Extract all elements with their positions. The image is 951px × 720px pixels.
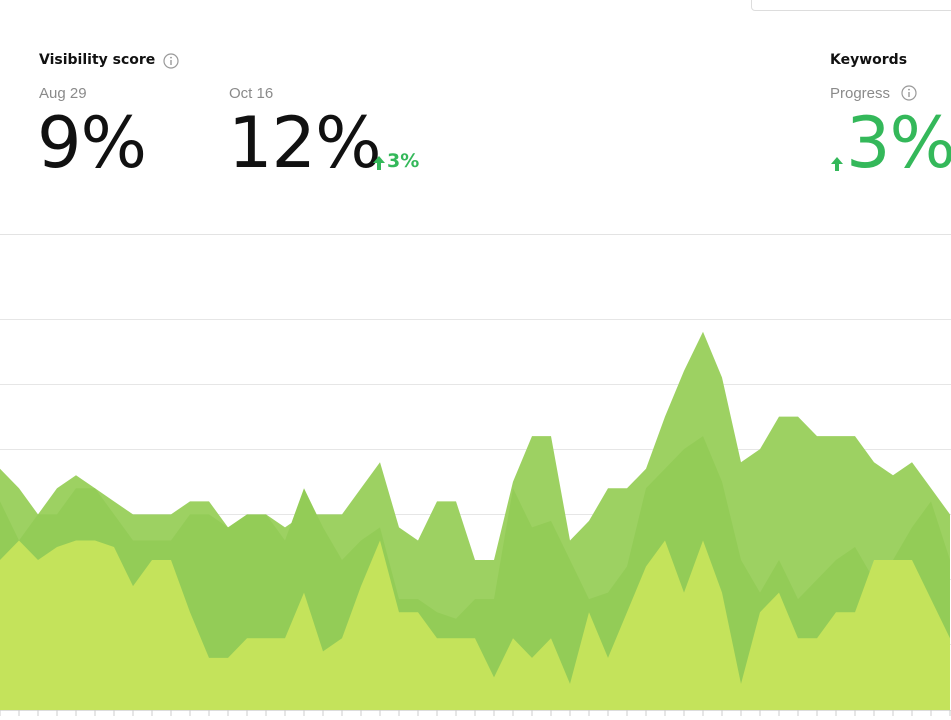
areas [0, 331, 950, 710]
progress-value: 3% [846, 102, 951, 184]
end-date: Oct 16 [229, 85, 274, 102]
info-icon[interactable] [901, 85, 917, 101]
area [0, 540, 950, 710]
change: 3% [387, 150, 420, 172]
end-value: 12% [228, 102, 382, 184]
start-value: 9% [37, 102, 147, 184]
keywords-label: Keywords [830, 52, 908, 68]
start-date: Aug 29 [39, 85, 87, 102]
x-axis-ticks [0, 710, 951, 716]
visibility-label: Visibility score [39, 52, 156, 68]
info-icon[interactable] [163, 53, 179, 69]
progress-label: Progress [830, 85, 891, 102]
up-arrow [373, 156, 385, 170]
up-arrow [831, 157, 843, 171]
dropdown[interactable] [751, 0, 951, 11]
